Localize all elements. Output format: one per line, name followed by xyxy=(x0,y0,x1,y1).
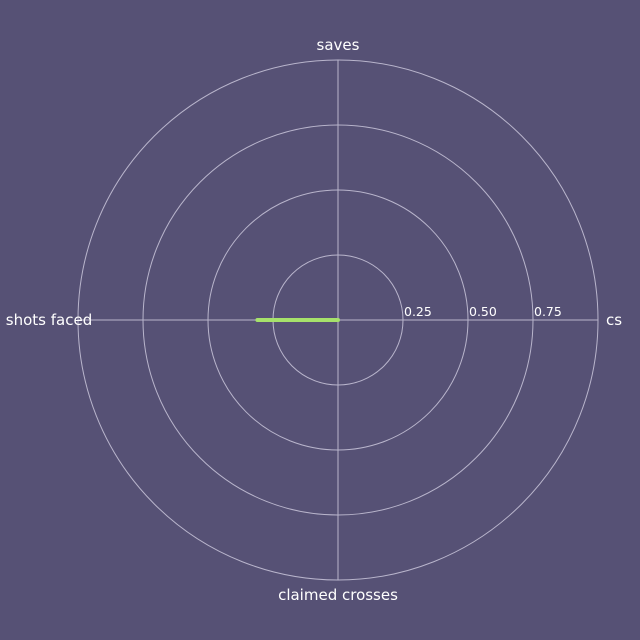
r-tick-label-1: 0.50 xyxy=(469,304,497,319)
axis-label-claimed-crosses: claimed crosses xyxy=(278,586,398,604)
radar-series xyxy=(255,318,340,322)
r-tick-label-2: 0.75 xyxy=(534,304,562,319)
series-0-point-2 xyxy=(255,318,259,322)
radar-grid xyxy=(77,59,599,581)
axis-label-shots-faced: shots faced xyxy=(6,311,92,329)
axis-label-saves: saves xyxy=(317,36,360,54)
radar-labels: 0.25 0.50 0.75 cs saves shots faced claimed cr… xyxy=(6,36,622,604)
axis-label-cs: cs xyxy=(606,311,622,329)
series-0-point-3 xyxy=(336,318,340,322)
r-tick-label-0: 0.25 xyxy=(404,304,432,319)
